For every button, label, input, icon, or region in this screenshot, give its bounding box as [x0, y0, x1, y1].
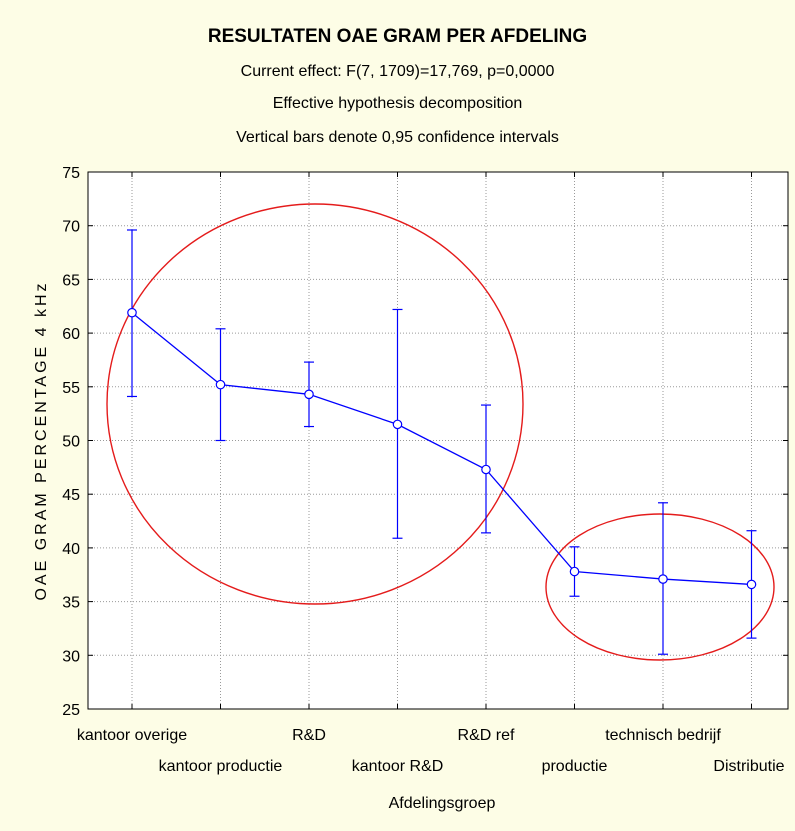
data-point [304, 389, 314, 400]
x-tick-label: productie [542, 758, 608, 775]
chart-title: RESULTATEN OAE GRAM PER AFDELING [207, 26, 588, 47]
data-point [658, 574, 668, 584]
annotation-ellipse [545, 513, 775, 661]
x-tick-label: Distributie [713, 758, 784, 775]
data-point [569, 566, 580, 577]
x-tick-label: R&D ref [458, 727, 515, 744]
y-tick-label: 35 [62, 595, 80, 612]
x-tick-label: kantoor overige [77, 727, 187, 744]
y-tick-label: 40 [62, 541, 80, 558]
y-tick-label: 70 [62, 219, 80, 236]
plot-area [88, 172, 788, 709]
y-tick-label: 50 [62, 434, 80, 451]
y-tick-label: 30 [62, 648, 80, 665]
series-line [131, 312, 752, 586]
y-axis-title: OAE GRAM PERCENTAGE 4 kHz [33, 280, 50, 600]
data-point [481, 464, 491, 475]
y-tick-label: 75 [62, 165, 80, 182]
y-tick-label: 60 [62, 326, 80, 343]
data-point [746, 579, 757, 590]
x-axis-title: Afdelingsgroep [389, 795, 496, 812]
chart-subtitle-effect: Current effect: F(7, 1709)=17,769, p=0,0… [240, 63, 555, 80]
x-tick-label: R&D [292, 727, 326, 744]
x-tick-label: kantoor R&D [352, 758, 444, 775]
y-tick-label: 55 [62, 380, 80, 397]
y-tick-label: 65 [62, 272, 80, 289]
y-tick-label: 45 [62, 487, 80, 504]
x-tick-label: kantoor productie [159, 758, 283, 775]
annotation-ellipse [106, 203, 524, 605]
data-point [127, 307, 137, 318]
data-point [392, 419, 403, 430]
x-tick-label: technisch bedrijf [605, 727, 721, 744]
data-point [215, 379, 226, 390]
chart-subtitle-confidence: Vertical bars denote 0,95 confidence int… [236, 129, 559, 146]
chart-subtitle-decomposition: Effective hypothesis decomposition [272, 95, 523, 112]
y-tick-label: 25 [62, 702, 80, 719]
